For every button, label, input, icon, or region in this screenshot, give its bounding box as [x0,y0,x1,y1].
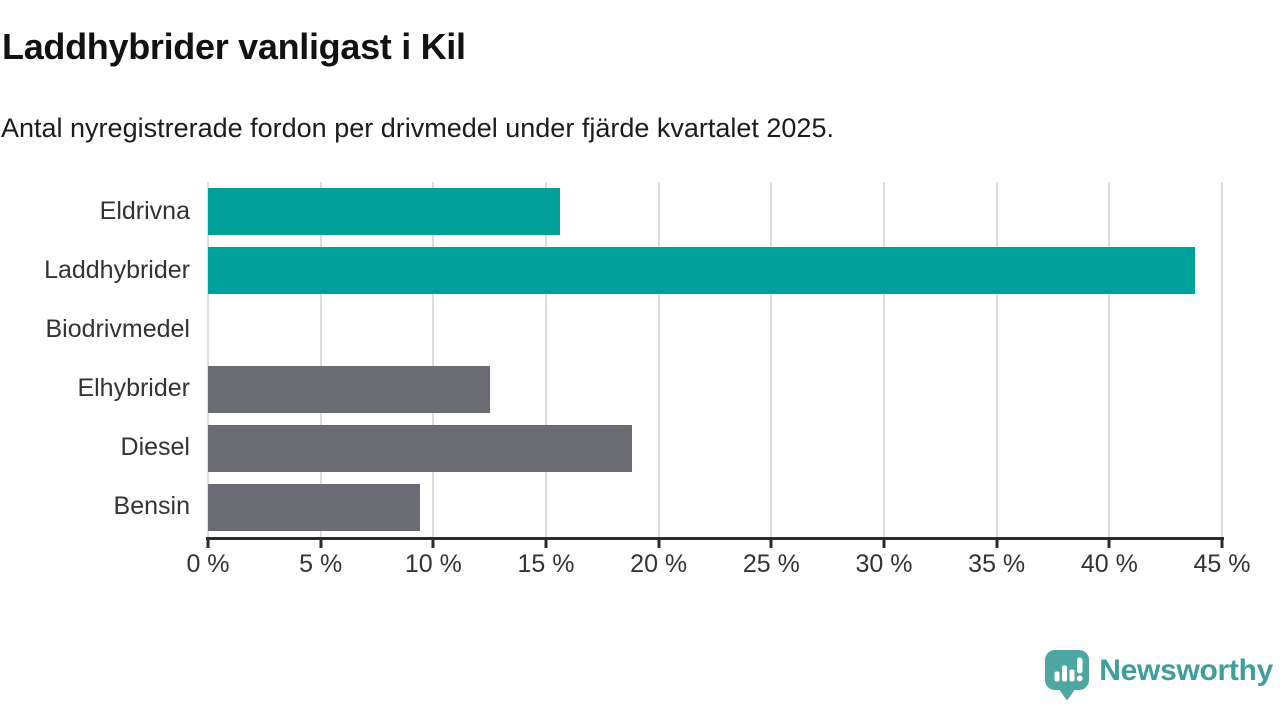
logo-bar-3 [1069,669,1075,682]
x-tick-label-40: 40 % [1080,550,1138,578]
x-tick-label-0: 0 % [186,550,230,578]
bar-row-laddhybrider [208,247,1222,295]
y-axis-label-diesel: Diesel [120,433,190,462]
bar-bensin [208,483,420,531]
x-tick-label-30: 30 % [855,550,913,578]
bar-row-diesel [208,424,1222,472]
x-tick-30 [882,539,886,548]
newsworthy-logo: Newsworthy [1044,649,1273,702]
x-axis-line [206,537,1224,540]
page-title: Laddhybrider vanligast i Kil [2,26,466,67]
x-tick-label-10: 10 % [404,550,462,578]
gridline-5 [319,182,322,537]
bar-row-biodrivmedel [208,306,1222,353]
x-tick-label-25: 25 % [742,550,800,578]
x-tick-15 [544,539,548,548]
bar-row-elhybrider [208,365,1222,413]
x-tick-45 [1220,539,1224,548]
x-tick-label-15: 15 % [517,550,575,578]
bar-diesel [208,424,632,472]
gridline-30 [883,182,885,537]
gridline-35 [995,182,998,537]
newsworthy-logo-icon [1045,650,1090,701]
bar-row-bensin [208,483,1222,531]
gridline-15 [545,182,547,537]
logo-exclamation-bar [1077,657,1083,674]
x-tick-label-20: 20 % [630,550,688,578]
bar-elhybrider [208,365,490,413]
y-axis-label-bensin: Bensin [113,492,190,521]
x-tick-10 [431,539,435,548]
gridline-45 [1221,182,1223,537]
bar-eldrivna [208,188,560,236]
gridline-0 [207,182,209,537]
gridline-40 [1108,182,1111,537]
x-tick-label-45: 45 % [1193,550,1251,578]
x-tick-0 [206,539,210,548]
logo-bar-1 [1054,671,1060,682]
chart-subtitle: Antal nyregistrerade fordon per drivmede… [1,113,834,143]
y-axis-label-biodrivmedel: Biodrivmedel [45,314,190,343]
newsworthy-logo-text: Newsworthy [1099,653,1273,687]
bar-chart-plot-area: 0 % 5 % 10 % 15 % 20 % 25 % 30 % 35 % 40 % 45 % [186,182,1250,578]
gridline-10 [432,182,435,537]
x-tick-5 [319,539,323,548]
bar-laddhybrider [208,247,1195,295]
logo-exclamation-dot [1076,675,1083,682]
x-tick-20 [657,539,661,548]
logo-bar-2 [1062,665,1068,682]
bar-row-eldrivna [208,188,1222,236]
y-axis-label-laddhybrider: Laddhybrider [44,255,190,284]
x-tick-label-35: 35 % [968,550,1026,578]
gridline-25 [770,182,773,537]
gridline-20 [657,182,660,537]
y-axis-label-eldrivna: Eldrivna [99,196,190,225]
x-tick-label-5: 5 % [299,550,343,578]
y-axis-label-elhybrider: Elhybrider [77,374,190,403]
x-tick-25 [769,539,773,548]
x-tick-35 [995,539,999,548]
x-tick-40 [1107,539,1111,548]
